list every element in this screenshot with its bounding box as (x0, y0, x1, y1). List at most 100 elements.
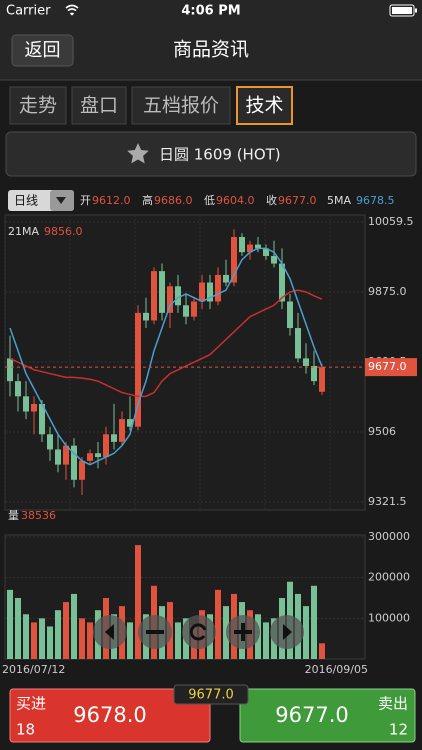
candle-body (79, 460, 85, 480)
volume-bar (319, 643, 325, 659)
tab-active[interactable] (236, 86, 293, 125)
tab[interactable] (9, 86, 67, 125)
y-tick-label: 10059.5 (368, 215, 414, 228)
volume-bar (71, 593, 77, 659)
volume-bar (127, 622, 133, 659)
wifi-icon (65, 4, 79, 16)
tab[interactable] (71, 86, 127, 125)
stat-label: 高 (142, 193, 153, 207)
period-label[interactable]: 日线 (14, 194, 38, 208)
buy-button[interactable] (9, 688, 211, 743)
candle-body (39, 403, 45, 435)
ma21-line (9, 289, 323, 398)
candle-body (183, 305, 189, 317)
icon[interactable] (189, 623, 207, 641)
volume-bar (311, 585, 317, 659)
clock: 4:06 PM (181, 4, 240, 19)
ma21-label: 21MA (8, 225, 39, 238)
y-tick-label: 9875.0 (368, 285, 407, 298)
candle-body (167, 286, 173, 313)
candle-body (71, 445, 77, 480)
buy-label[interactable]: 买进 (16, 695, 46, 713)
volume-tick-label: 300000 (368, 530, 410, 543)
icon[interactable] (234, 623, 252, 641)
tab-label[interactable]: 五档报价 (143, 95, 219, 117)
stat-value: 9678.5 (356, 194, 395, 207)
volume-bar (39, 618, 45, 659)
icon[interactable] (105, 624, 114, 640)
tab-label[interactable]: 技术 (245, 95, 283, 117)
candle-body (295, 328, 301, 359)
candle-body (119, 419, 125, 442)
candle-body (247, 244, 253, 253)
tab[interactable] (131, 86, 231, 125)
volume-bar (175, 622, 181, 659)
ma5-line (9, 247, 323, 466)
volume-bar (47, 626, 53, 659)
volume-bar (223, 606, 229, 659)
sell-count[interactable]: 12 (389, 721, 408, 739)
product-bar[interactable] (5, 131, 417, 177)
volume-bar (135, 545, 141, 659)
back-label[interactable]: 返回 (25, 40, 61, 61)
volume-bar (303, 606, 309, 659)
volume-bar (263, 622, 269, 659)
last-price-label: 9677.0 (368, 360, 407, 373)
candle-body (319, 367, 325, 392)
sell-button[interactable] (239, 688, 416, 743)
candle-body (207, 282, 213, 302)
reset[interactable] (182, 615, 216, 649)
candle-body (143, 312, 149, 321)
stat-label: 收 (266, 193, 277, 207)
volume-bar (31, 622, 37, 659)
carrier: Carrier (6, 4, 51, 19)
ma21-value: 9856.0 (44, 225, 83, 238)
volume-bar (79, 618, 85, 659)
candle-body (255, 244, 261, 249)
candle-body (31, 403, 37, 412)
candle-body (7, 358, 13, 382)
candle-body (239, 236, 245, 253)
sell-label[interactable]: 卖出 (378, 695, 408, 713)
candle-body (287, 301, 293, 329)
candle-body (303, 358, 309, 366)
candle-body (111, 434, 117, 442)
candle-body (191, 301, 197, 317)
star-icon[interactable] (127, 143, 149, 164)
candle-body (199, 282, 205, 302)
candle-body (103, 434, 109, 458)
last-badge (173, 684, 249, 705)
stat-label: 低 (204, 194, 215, 207)
back-button[interactable] (11, 34, 74, 67)
candle-body (151, 271, 157, 321)
tab-label[interactable]: 盘口 (80, 95, 118, 117)
icon[interactable] (283, 624, 292, 640)
buy-count[interactable]: 18 (16, 721, 35, 739)
stat-value: 9604.0 (216, 194, 255, 207)
battery-tip (415, 8, 417, 13)
stat-value: 9612.0 (92, 194, 131, 207)
period-arrow[interactable] (56, 197, 66, 204)
tab-label[interactable]: 走势 (19, 95, 57, 117)
chart-controls (93, 615, 304, 649)
x-tick-label: 2016/09/05 (305, 663, 368, 676)
product-name: 日圆 1609 (HOT) (159, 146, 281, 164)
y-tick-label: 9321.5 (368, 495, 407, 508)
icon[interactable] (146, 630, 164, 634)
stat-label: 5MA (327, 194, 351, 207)
candle-body (271, 255, 277, 264)
candle-body (55, 449, 61, 465)
sell-price[interactable]: 9677.0 (275, 703, 348, 727)
candle-body (15, 381, 21, 397)
candle-body (23, 396, 29, 412)
candle-body (279, 263, 285, 302)
stat-value: 9677.0 (278, 194, 317, 207)
x-tick-label: 2016/07/12 (2, 663, 65, 676)
candle-body (175, 286, 181, 306)
volume-tick-label: 100000 (368, 611, 410, 624)
buy-price[interactable]: 9678.0 (73, 703, 146, 727)
candle-body (159, 271, 165, 313)
last-price-tag (365, 358, 417, 377)
candle-body (95, 453, 101, 458)
candle-body (223, 274, 229, 283)
